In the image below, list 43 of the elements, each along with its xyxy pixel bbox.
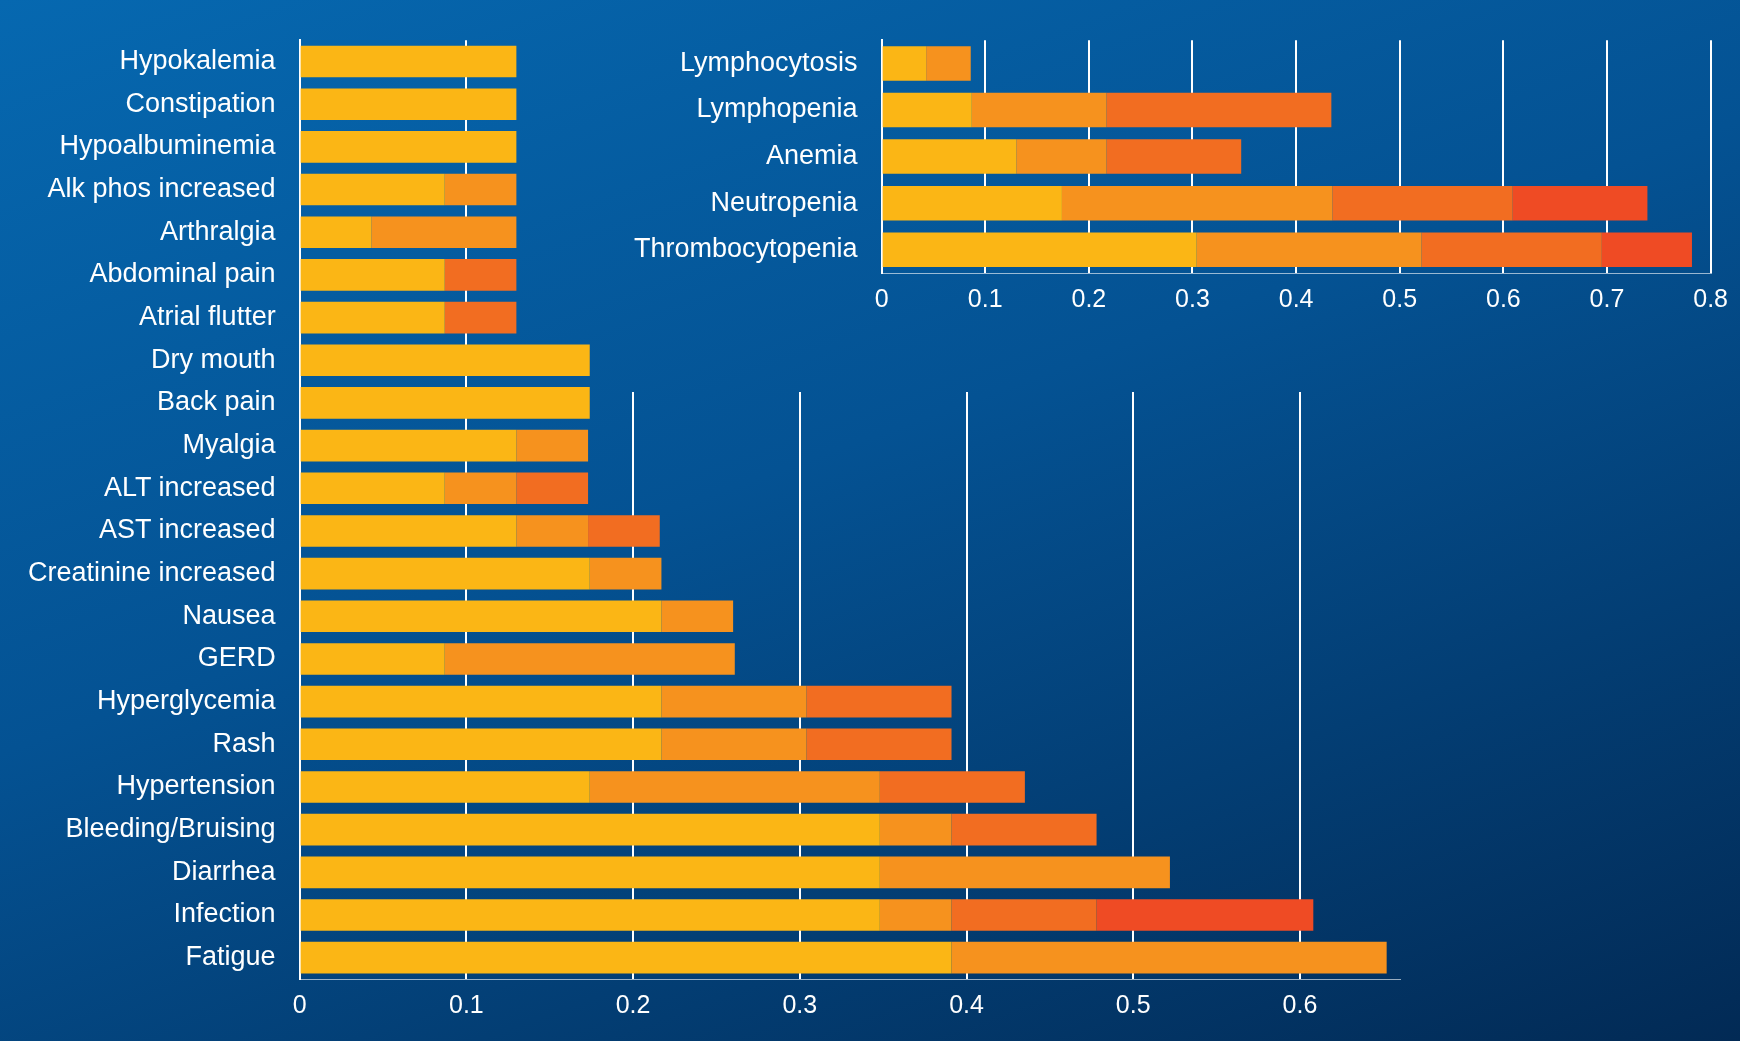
y-tick-label: Bleeding/Bruising: [65, 813, 276, 844]
y-tick-label: Diarrhea: [172, 855, 277, 886]
y-tick-label: Anemia: [766, 140, 859, 171]
y-tick-label: Abdominal pain: [89, 258, 276, 289]
y-tick-label: Dry mouth: [151, 343, 276, 374]
y-tick-label: Lymphocytosis: [680, 46, 858, 77]
x-tick-label: 0.6: [1282, 989, 1318, 1018]
y-tick-label: Atrial flutter: [139, 301, 276, 332]
y-tick-label: Infection: [173, 898, 276, 929]
x-tick-label: 0.2: [1071, 283, 1107, 312]
x-tick-label: 0.4: [949, 989, 984, 1018]
y-tick-label: Arthralgia: [160, 215, 277, 246]
y-tick-label: Thrombocytopenia: [634, 233, 859, 264]
y-tick-label: GERD: [197, 642, 276, 673]
y-tick-label: ALT increased: [104, 471, 276, 502]
x-tick-label: 0.5: [1115, 989, 1151, 1018]
y-tick-label: Alk phos increased: [47, 173, 276, 204]
x-tick-label: 0.5: [1382, 283, 1418, 312]
y-tick-label: Hypokalemia: [119, 44, 277, 75]
y-tick-label: Lymphopenia: [696, 93, 859, 124]
x-tick-label: 0: [292, 989, 307, 1018]
x-tick-label: 0.6: [1485, 283, 1521, 312]
y-tick-label: Hypertension: [116, 770, 276, 801]
y-tick-label: Rash: [212, 727, 276, 758]
x-tick-label: 0.1: [967, 283, 1003, 312]
x-tick-label: 0.7: [1589, 283, 1625, 312]
y-tick-label: Fatigue: [185, 941, 276, 972]
x-tick-label: 0: [874, 283, 889, 312]
y-tick-label: Creatinine increased: [28, 557, 276, 588]
y-tick-label: Constipation: [125, 87, 276, 118]
y-tick-label: Hypoalbuminemia: [59, 130, 277, 161]
y-tick-label: Hyperglycemia: [97, 685, 277, 716]
y-tick-label: Myalgia: [182, 429, 277, 460]
x-tick-label: 0.3: [1175, 283, 1210, 312]
y-tick-label: Back pain: [157, 386, 276, 417]
y-tick-label: Neutropenia: [710, 186, 859, 217]
x-tick-label: 0.2: [615, 989, 651, 1018]
x-tick-label: 0.3: [782, 989, 818, 1018]
x-tick-label: 0.8: [1693, 283, 1729, 312]
x-tick-label: 0.1: [448, 989, 484, 1018]
y-tick-label: Nausea: [182, 599, 277, 630]
y-tick-label: AST increased: [99, 514, 276, 545]
x-tick-label: 0.4: [1278, 283, 1314, 312]
